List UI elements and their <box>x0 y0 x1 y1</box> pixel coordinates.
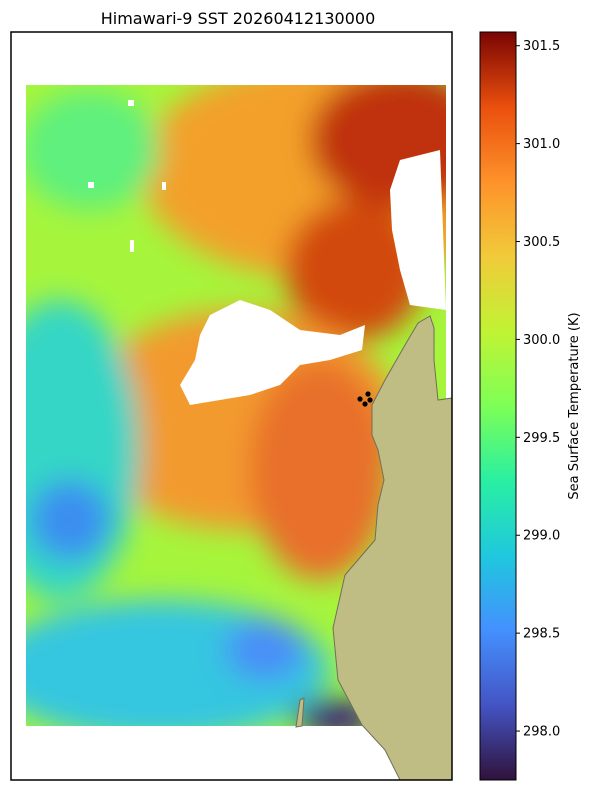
colorbar-tick-label: 298.0 <box>523 725 560 740</box>
missing-data-cloud-center <box>180 300 365 405</box>
sst-gradient-blobs <box>26 85 446 726</box>
colorbar-tick-label: 301.0 <box>523 137 560 152</box>
plot-frame <box>10 31 453 781</box>
missing-data-speck <box>88 182 94 188</box>
colorbar-tick-label: 299.5 <box>523 431 560 446</box>
station-marker <box>357 396 363 402</box>
land-islet <box>295 697 305 728</box>
colorbar-tick-label: 298.5 <box>523 627 560 642</box>
missing-data-speck <box>130 240 134 252</box>
colorbar-ticks: 298.0 298.5 299.0 299.5 300.0 300.5 301.0 301.5 <box>516 39 560 740</box>
colorbar-gradient <box>480 32 516 780</box>
sst-hot-east <box>285 200 425 340</box>
plot-area <box>10 31 453 781</box>
sst-warm-tongue <box>250 360 390 580</box>
sst-cold-south <box>225 620 305 680</box>
station-marker <box>367 397 373 403</box>
missing-data-speck <box>162 182 166 190</box>
colorbar-label: Sea Surface Temperature (K) <box>567 312 582 499</box>
colorbar-tick-label: 300.5 <box>523 235 560 250</box>
chart-title: Himawari-9 SST 20260412130000 <box>101 9 376 28</box>
station-markers <box>357 391 373 407</box>
sst-field <box>26 85 446 726</box>
colorbar-tick-label: 300.0 <box>523 333 560 348</box>
sst-cool-northwest <box>26 90 160 210</box>
station-marker <box>365 391 371 397</box>
station-marker <box>362 401 368 407</box>
colorbar-tick-label: 299.0 <box>523 529 560 544</box>
colorbar: 298.0 298.5 299.0 299.5 300.0 300.5 301.0 301.5… <box>479 31 582 781</box>
missing-data-speck <box>128 100 134 106</box>
sst-cold-spot <box>30 480 110 560</box>
colorbar-tick-label: 301.5 <box>523 39 560 54</box>
missing-data-cloud-east <box>390 150 446 310</box>
colorbar-frame <box>479 31 517 781</box>
